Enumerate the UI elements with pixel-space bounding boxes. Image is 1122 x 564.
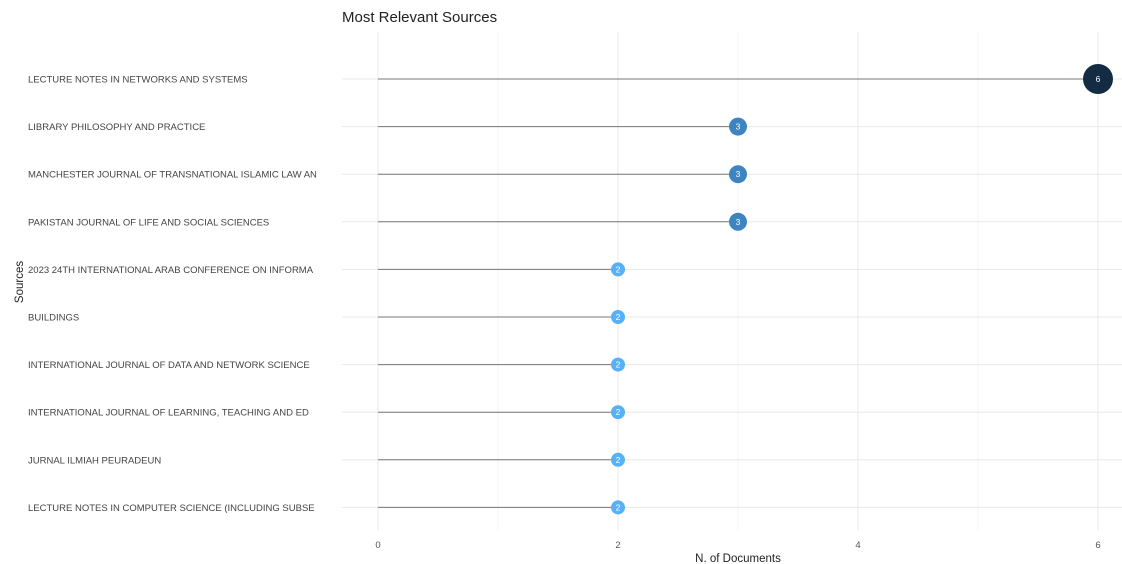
data-point — [611, 357, 625, 372]
category-label: BUILDINGS — [28, 313, 79, 324]
data-label: 2 — [616, 360, 621, 370]
x-tick-label: 6 — [1095, 540, 1100, 551]
category-label: INTERNATIONAL JOURNAL OF LEARNING, TEACH… — [28, 408, 309, 419]
data-label: 2 — [616, 455, 621, 465]
data-point — [611, 500, 625, 515]
x-tick-labels: 0 2 4 6 — [375, 540, 1100, 551]
chart-title: Most Relevant Sources — [342, 9, 497, 26]
category-label: 2023 24TH INTERNATIONAL ARAB CONFERENCE … — [28, 265, 314, 276]
stems — [378, 78, 1098, 508]
data-point — [611, 405, 625, 420]
category-label: LECTURE NOTES IN NETWORKS AND SYSTEMS — [28, 75, 248, 86]
data-label: 3 — [736, 169, 741, 179]
x-axis-title: N. of Documents — [695, 553, 781, 564]
data-label: 2 — [616, 264, 621, 274]
data-point — [729, 165, 747, 184]
data-point — [729, 117, 747, 136]
data-point — [611, 262, 625, 277]
x-tick-label: 2 — [615, 540, 620, 551]
data-point — [611, 452, 625, 467]
data-label: 3 — [736, 217, 741, 227]
data-label: 2 — [616, 312, 621, 322]
points: 6 3 3 3 2 2 2 2 2 2 — [611, 64, 1113, 515]
data-label: 2 — [616, 502, 621, 512]
category-label: INTERNATIONAL JOURNAL OF DATA AND NETWOR… — [28, 360, 310, 371]
category-label: PAKISTAN JOURNAL OF LIFE AND SOCIAL SCIE… — [28, 217, 269, 228]
category-label: LIBRARY PHILOSOPHY AND PRACTICE — [28, 122, 205, 133]
y-axis-title: Sources — [14, 261, 26, 303]
data-point — [611, 310, 625, 324]
data-label: 6 — [1096, 74, 1101, 84]
data-point — [729, 212, 747, 231]
data-label: 3 — [736, 122, 741, 132]
category-label: LECTURE NOTES IN COMPUTER SCIENCE (INCLU… — [28, 503, 315, 514]
category-label: MANCHESTER JOURNAL OF TRANSNATIONAL ISLA… — [28, 170, 317, 181]
x-tick-label: 0 — [375, 540, 380, 551]
data-point — [1083, 64, 1113, 94]
x-tick-label: 4 — [855, 540, 860, 551]
grid — [342, 32, 1122, 530]
category-label: JURNAL ILMIAH PEURADEUN — [28, 455, 161, 466]
data-label: 2 — [616, 407, 621, 417]
category-labels: LECTURE NOTES IN NETWORKS AND SYSTEMS LIB… — [28, 75, 317, 514]
